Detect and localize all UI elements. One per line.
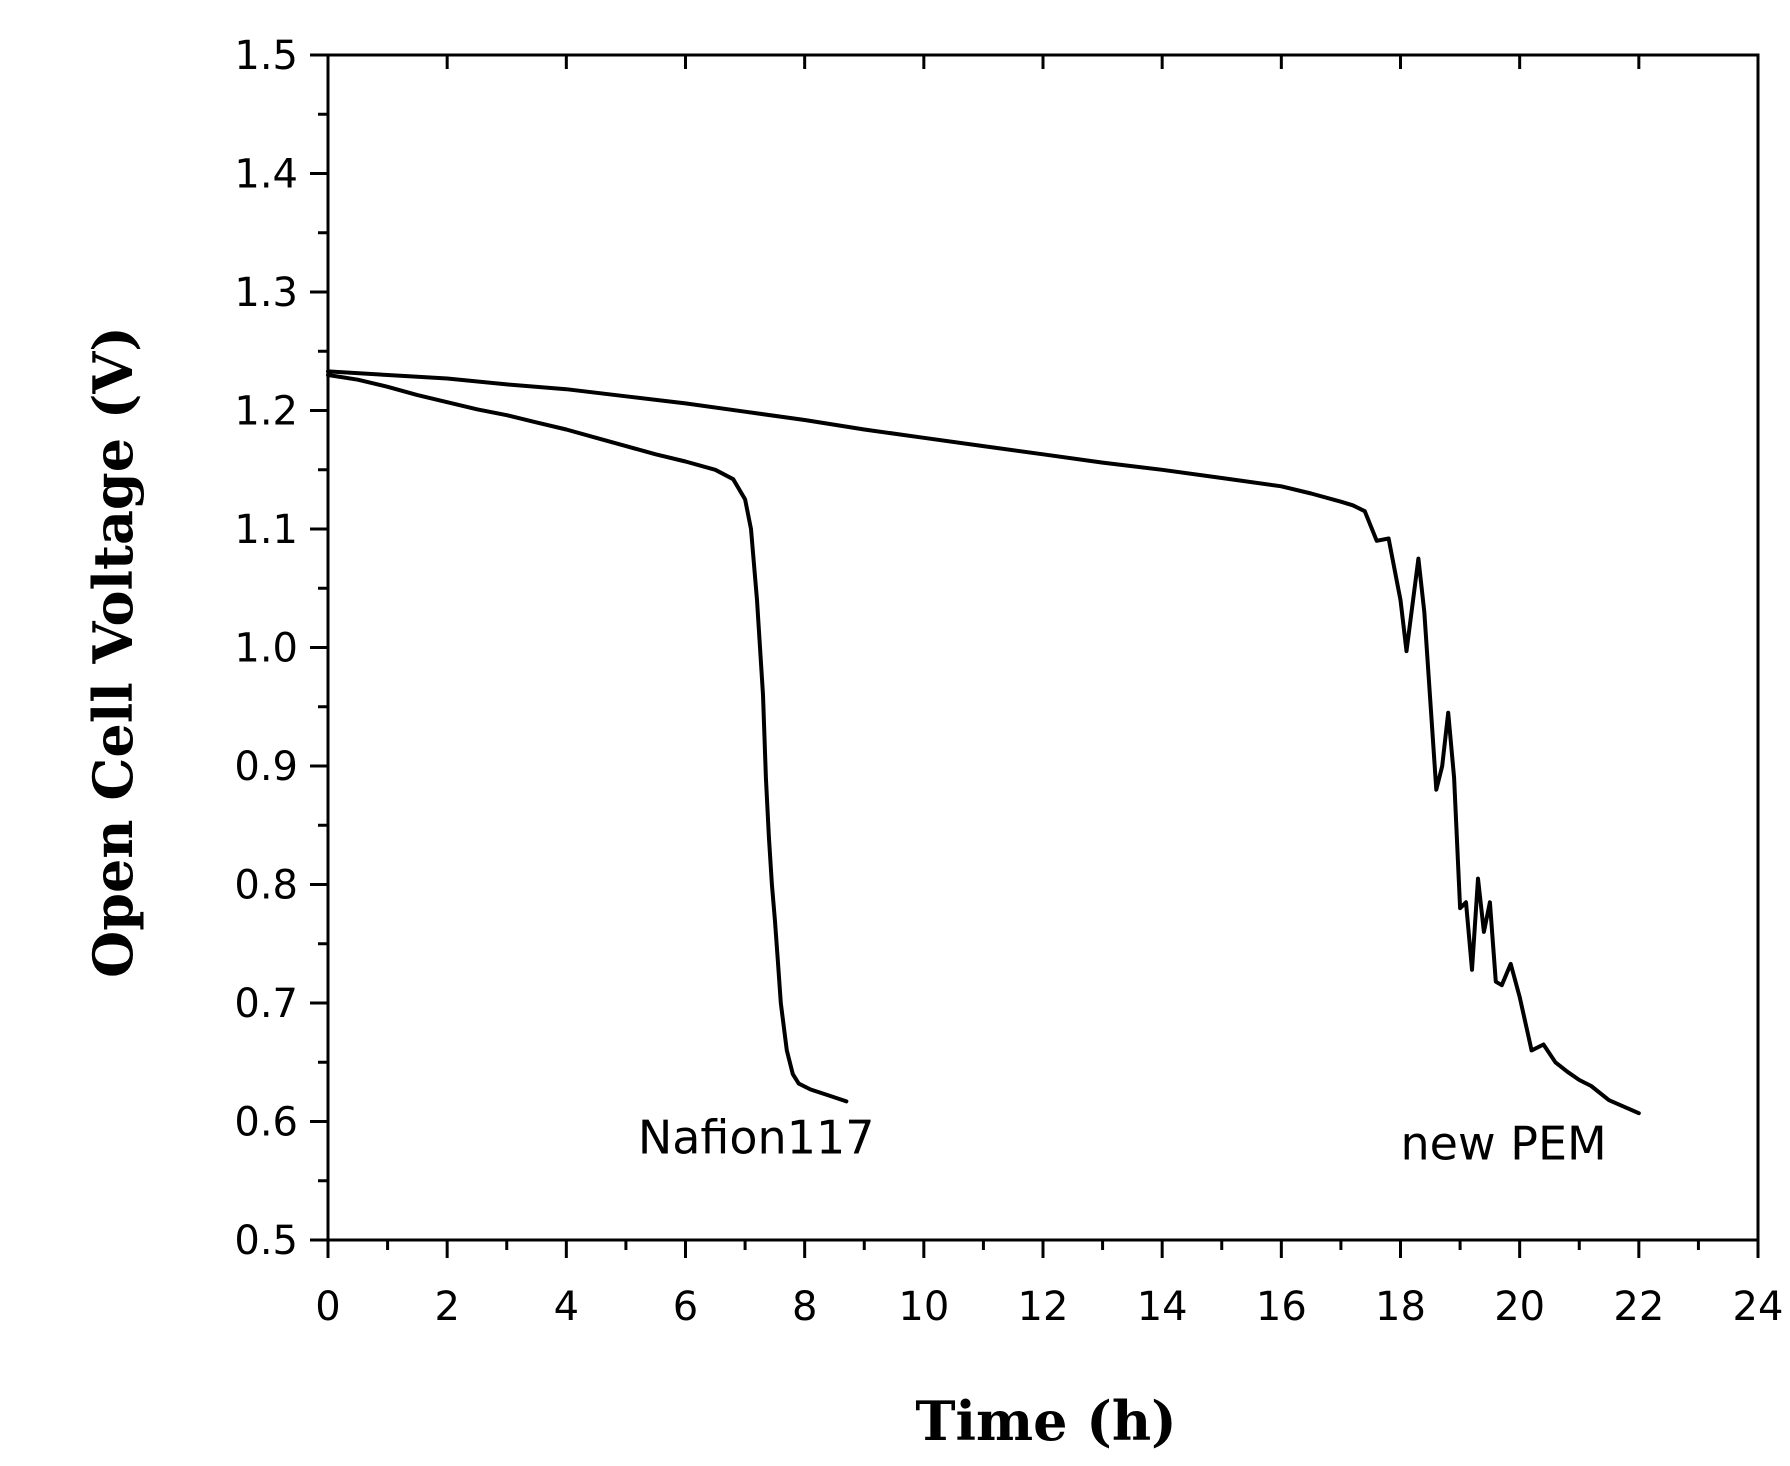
axis-ticks	[310, 53, 1760, 1258]
series-annotation-0: Nafion117	[638, 1111, 875, 1165]
y-tick-label: 1.4	[234, 152, 298, 198]
x-tick-label: 6	[673, 1284, 698, 1330]
x-tick-label: 16	[1256, 1284, 1307, 1330]
y-tick-label: 0.6	[234, 1100, 298, 1146]
y-tick-label: 1.1	[234, 507, 298, 553]
y-axis-title: Open Cell Voltage (V)	[81, 326, 145, 978]
series-line-0	[326, 373, 849, 1104]
x-axis-title: Time (h)	[915, 1389, 1176, 1453]
x-tick-label: 4	[554, 1284, 579, 1330]
series-annotation-1: new PEM	[1401, 1116, 1607, 1170]
annotations: Nafion117 new PEM	[638, 1111, 1607, 1171]
y-tick-label: 1.2	[234, 389, 298, 435]
series-line-1	[326, 369, 1641, 1116]
y-tick-label: 0.7	[234, 981, 298, 1027]
y-tick-label: 0.5	[234, 1218, 298, 1264]
x-tick-label: 22	[1613, 1284, 1664, 1330]
x-tick-label: 18	[1375, 1284, 1426, 1330]
x-tick-label: 8	[792, 1284, 817, 1330]
x-tick-label: 24	[1733, 1284, 1784, 1330]
series-lines	[326, 369, 1641, 1116]
x-tick-label: 12	[1018, 1284, 1069, 1330]
x-tick-label: 2	[434, 1284, 459, 1330]
x-tick-label: 0	[315, 1284, 340, 1330]
y-tick-label: 1.5	[234, 33, 298, 79]
y-tick-label: 0.9	[234, 744, 298, 790]
x-tick-label: 14	[1137, 1284, 1188, 1330]
plot-border	[326, 53, 1760, 1242]
axis-tick-labels: 0 2 4 6 8 10 12 14 16 18 20 22 240.50.60.70.80.91.01…	[234, 33, 1783, 1330]
y-tick-label: 1.0	[234, 626, 298, 672]
x-tick-label: 10	[898, 1284, 949, 1330]
x-tick-label: 20	[1494, 1284, 1545, 1330]
plot-frame	[326, 53, 1760, 1242]
y-tick-label: 0.8	[234, 863, 298, 909]
y-tick-label: 1.3	[234, 270, 298, 316]
